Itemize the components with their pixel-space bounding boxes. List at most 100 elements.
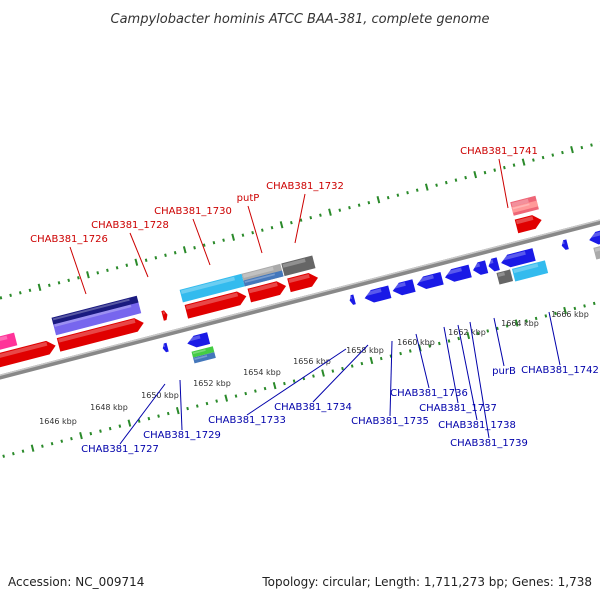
ruler-minor-tick xyxy=(157,414,160,418)
ruler-minor-tick xyxy=(125,263,129,267)
ruler-major-tick xyxy=(182,246,187,254)
ruler-major-tick xyxy=(424,183,429,191)
reverse-gene-label-leader-line xyxy=(179,379,183,431)
gene-cds-reverse xyxy=(444,264,472,282)
ruler-minor-tick xyxy=(312,374,315,378)
forward-gene-label-leader-line xyxy=(129,232,149,278)
ruler-minor-tick xyxy=(341,366,344,371)
gene-cyan-feature-shine xyxy=(513,263,539,274)
ruler-minor-tick xyxy=(144,258,148,262)
forward-gene-label-leader-line xyxy=(69,246,87,295)
ruler-minor-tick xyxy=(464,175,467,180)
ruler-minor-tick xyxy=(428,344,431,348)
gene-cds-reverse xyxy=(501,248,536,268)
reverse-gene-label: CHAB381_1736 xyxy=(390,388,468,399)
ruler-minor-tick xyxy=(193,246,196,250)
ruler-minor-tick xyxy=(447,339,451,343)
gene-cds-reverse xyxy=(187,332,211,348)
kbp-tick-label: 1666 kbp xyxy=(551,310,589,319)
ruler-minor-tick xyxy=(195,404,199,408)
forward-gene-label-leader-line xyxy=(192,218,211,266)
gene-cds-reverse-small-shine xyxy=(349,296,353,300)
reverse-gene-label-leader-line xyxy=(469,321,490,439)
ruler-minor-tick xyxy=(534,316,538,321)
reverse-gene-label: CHAB381_1739 xyxy=(450,438,528,449)
ruler-minor-tick xyxy=(50,441,54,446)
gene-cds-forward-shine xyxy=(515,216,534,225)
ruler-minor-tick xyxy=(503,165,506,170)
reverse-gene-label-leader-line xyxy=(548,311,561,366)
gene-cds-reverse-shine xyxy=(187,335,201,342)
ruler-minor-tick xyxy=(554,311,557,316)
ruler-minor-tick xyxy=(360,361,364,366)
genome-summary-text: Topology: circular; Length: 1,711,273 bp… xyxy=(261,575,592,589)
gene-cds-reverse-shine xyxy=(364,288,382,297)
ruler-minor-tick xyxy=(396,193,400,197)
ruler-minor-tick xyxy=(493,168,497,172)
genome-backbone-highlight xyxy=(0,171,600,424)
gene-green-feature xyxy=(191,346,215,358)
ruler-minor-tick xyxy=(348,205,351,210)
ruler-minor-tick xyxy=(166,411,170,416)
ruler-minor-tick xyxy=(454,178,458,182)
ruler-minor-tick xyxy=(561,150,564,155)
forward-gene-label: CHAB381_1728 xyxy=(91,220,169,231)
gene-blue-band-shine xyxy=(244,273,275,283)
ruler-major-tick xyxy=(279,221,284,229)
ruler-major-tick xyxy=(86,271,90,279)
gene-blast-hit-dark xyxy=(51,295,139,325)
forward-gene-label: CHAB381_1732 xyxy=(266,181,344,192)
gene-cds-forward xyxy=(56,318,144,352)
gene-cyan-feature xyxy=(511,260,549,282)
kbp-tick-label: 1654 kbp xyxy=(243,368,281,377)
ruler-minor-tick xyxy=(367,200,371,205)
gene-cds-forward xyxy=(514,215,542,234)
ruler-minor-tick xyxy=(505,324,509,328)
ruler-minor-tick xyxy=(379,356,383,361)
gene-pink-feature xyxy=(0,332,18,358)
ruler-minor-tick xyxy=(60,439,64,443)
gene-darkgrey-feature xyxy=(496,269,514,285)
reverse-gene-label-leader-line xyxy=(389,340,393,417)
gene-cds-reverse-small xyxy=(162,342,169,353)
ruler-minor-tick xyxy=(154,256,158,260)
gene-cds-reverse-small xyxy=(349,294,356,305)
reverse-gene-label: CHAB381_1742 xyxy=(521,365,599,376)
gene-cds-reverse-shine xyxy=(588,229,600,239)
gene-cds-reverse xyxy=(589,226,600,245)
ruler-major-tick xyxy=(328,208,332,216)
gene-cds-reverse xyxy=(392,279,416,296)
reverse-gene-label: CHAB381_1727 xyxy=(81,444,159,455)
ruler-minor-tick xyxy=(525,319,528,323)
gene-cyan-feature-shine xyxy=(180,276,235,295)
ruler-minor-tick xyxy=(70,436,73,441)
ruler-minor-tick xyxy=(12,451,15,456)
ruler-major-tick xyxy=(127,419,132,427)
forward-gene-label: CHAB381_1726 xyxy=(30,234,108,245)
gene-cds-reverse xyxy=(364,285,392,303)
ruler-minor-tick xyxy=(260,228,264,232)
ruler-minor-tick xyxy=(331,369,335,373)
gene-pink-rrna-shine xyxy=(511,198,529,207)
gene-pink-rrna-band xyxy=(511,200,539,213)
ruler-minor-tick xyxy=(590,143,593,147)
ruler-minor-tick xyxy=(444,180,448,185)
gene-cds-forward xyxy=(287,273,319,293)
ruler-minor-tick xyxy=(254,389,257,393)
forward-gene-label: putP xyxy=(237,193,260,204)
reverse-gene-label: CHAB381_1734 xyxy=(274,402,352,413)
ruler-minor-tick xyxy=(106,268,109,272)
gene-cds-forward-shine xyxy=(288,273,310,284)
ruler-major-tick xyxy=(224,394,229,402)
ruler-minor-tick xyxy=(147,416,151,421)
ruler-minor-tick xyxy=(292,379,296,383)
ruler-minor-tick xyxy=(21,449,25,453)
ruler-minor-tick xyxy=(350,364,354,368)
ruler-minor-tick xyxy=(483,170,487,175)
ruler-major-tick xyxy=(563,306,567,315)
ruler-minor-tick xyxy=(408,349,412,353)
gene-cds-reverse xyxy=(416,271,444,290)
ruler-minor-tick xyxy=(580,145,584,150)
ruler-major-tick xyxy=(134,258,139,266)
